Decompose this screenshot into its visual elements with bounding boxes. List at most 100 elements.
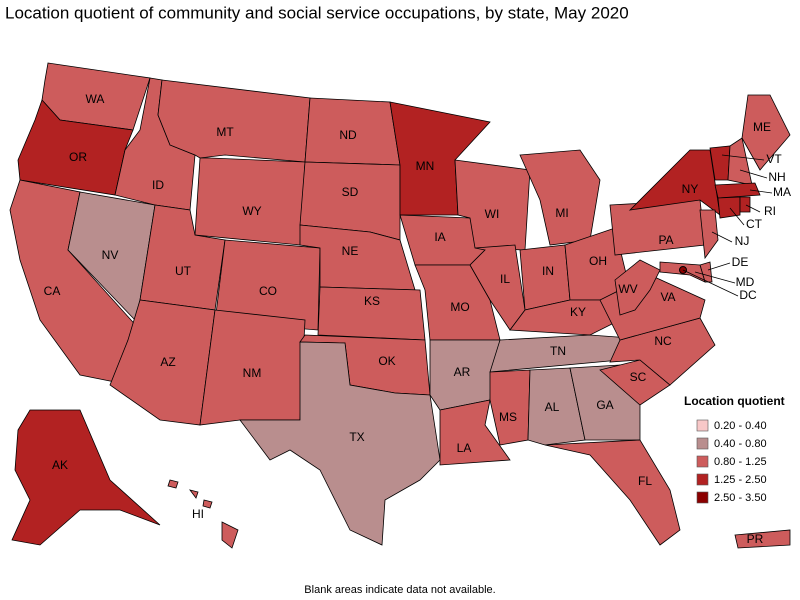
state-shape (734, 529, 791, 549)
state-shape (714, 182, 761, 199)
state-label: TX (349, 430, 364, 444)
state-shape (239, 341, 441, 546)
state-label: MO (450, 300, 469, 314)
state-label: WV (618, 282, 637, 296)
state-label: GA (596, 398, 613, 412)
state-label: IL (500, 272, 510, 286)
legend: 0.20 - 0.40 0.40 - 0.80 0.80 - 1.25 1.25 - … (696, 419, 767, 504)
state-shape (717, 196, 741, 219)
state-label: IN (542, 264, 554, 278)
state-shape (167, 479, 179, 489)
legend-swatch (696, 473, 709, 486)
state-label: CT (746, 217, 763, 231)
title: Location quotient of community and socia… (5, 3, 629, 22)
legend-label: 2.50 - 3.50 (714, 492, 767, 504)
legend-label: 0.20 - 0.40 (714, 420, 767, 432)
state-label: MN (416, 159, 435, 173)
state-shape (489, 369, 531, 446)
state-label: VA (660, 290, 675, 304)
leader-line (711, 231, 733, 243)
state-shape (189, 489, 199, 499)
state-label: MS (499, 410, 517, 424)
legend-swatch (696, 491, 709, 504)
state-label: CA (44, 284, 61, 298)
state-shape (741, 94, 791, 171)
legend-title: Location quotient (684, 394, 785, 408)
state-label: VT (766, 152, 782, 166)
state-label: WI (485, 207, 500, 221)
state-label: KS (364, 294, 380, 308)
state-label: SD (342, 185, 359, 199)
legend-swatch (696, 455, 709, 468)
state-label: AR (454, 365, 471, 379)
state-label: MD (736, 275, 755, 289)
state-shape (202, 499, 213, 509)
state-label: LA (457, 441, 472, 455)
state-label: NM (243, 366, 262, 380)
legend-swatch (696, 437, 709, 450)
state-label: ME (753, 120, 771, 134)
state-shape (194, 157, 306, 246)
state-label: MA (773, 185, 791, 199)
state-label: IA (434, 230, 445, 244)
footnote: Blank areas indicate data not available. (304, 584, 495, 596)
leader-line (707, 262, 731, 271)
state-label: NJ (735, 234, 750, 248)
state-label: DE (732, 255, 749, 269)
state-label: AL (545, 400, 560, 414)
leader-line (694, 271, 736, 284)
state-shape (614, 259, 661, 316)
legend-swatch (696, 419, 709, 432)
legend-label: 0.40 - 0.80 (714, 438, 767, 450)
state-shape (699, 209, 719, 260)
state-shape (439, 399, 511, 466)
state-label: OK (378, 354, 395, 368)
states (9, 62, 791, 549)
state-label: OH (589, 254, 607, 268)
leader-line (729, 207, 745, 226)
state-label: MT (216, 125, 234, 139)
state-label: WA (86, 92, 105, 106)
state-label: AZ (160, 355, 175, 369)
state-label: NY (682, 182, 699, 196)
state-label: OR (69, 150, 87, 164)
state-shape (739, 196, 751, 213)
state-label: KY (570, 305, 586, 319)
state-label: PA (658, 233, 673, 247)
state-label: UT (175, 264, 192, 278)
state-shape (157, 79, 311, 163)
leader-line (682, 269, 739, 297)
state-label: NC (654, 334, 672, 348)
state-shape (519, 149, 601, 246)
state-label: MI (555, 206, 568, 220)
state-label: TN (550, 344, 566, 358)
state-label: SC (630, 370, 647, 384)
leader-line (721, 154, 765, 161)
state-label: HI (192, 507, 204, 521)
state-label: NE (342, 244, 359, 258)
state-label: PR (747, 532, 764, 546)
state-shape (527, 367, 586, 446)
state-shape (221, 521, 239, 549)
state-shape (11, 409, 161, 546)
state-labels: WA OR CA NV ID MT WY UT CO AZ NM ND SD NE KS OK TX MN IA MO… (44, 92, 791, 546)
leader-line (745, 204, 761, 213)
state-label: ND (339, 128, 357, 142)
state-shape (544, 439, 681, 546)
state-label: WY (242, 204, 261, 218)
state-label: ID (152, 178, 164, 192)
state-label: NH (768, 170, 785, 184)
legend-label: 0.80 - 1.25 (714, 456, 767, 468)
state-label: NV (102, 248, 119, 262)
state-shape (469, 244, 526, 331)
state-label: AK (52, 458, 68, 472)
state-label: DC (739, 288, 757, 302)
state-label: CO (259, 284, 277, 298)
leader-line (749, 189, 773, 194)
legend-label: 1.25 - 2.50 (714, 474, 767, 486)
state-shape (628, 149, 721, 216)
leader-line (739, 169, 768, 179)
state-label: FL (638, 474, 652, 488)
state-label: RI (764, 204, 776, 218)
